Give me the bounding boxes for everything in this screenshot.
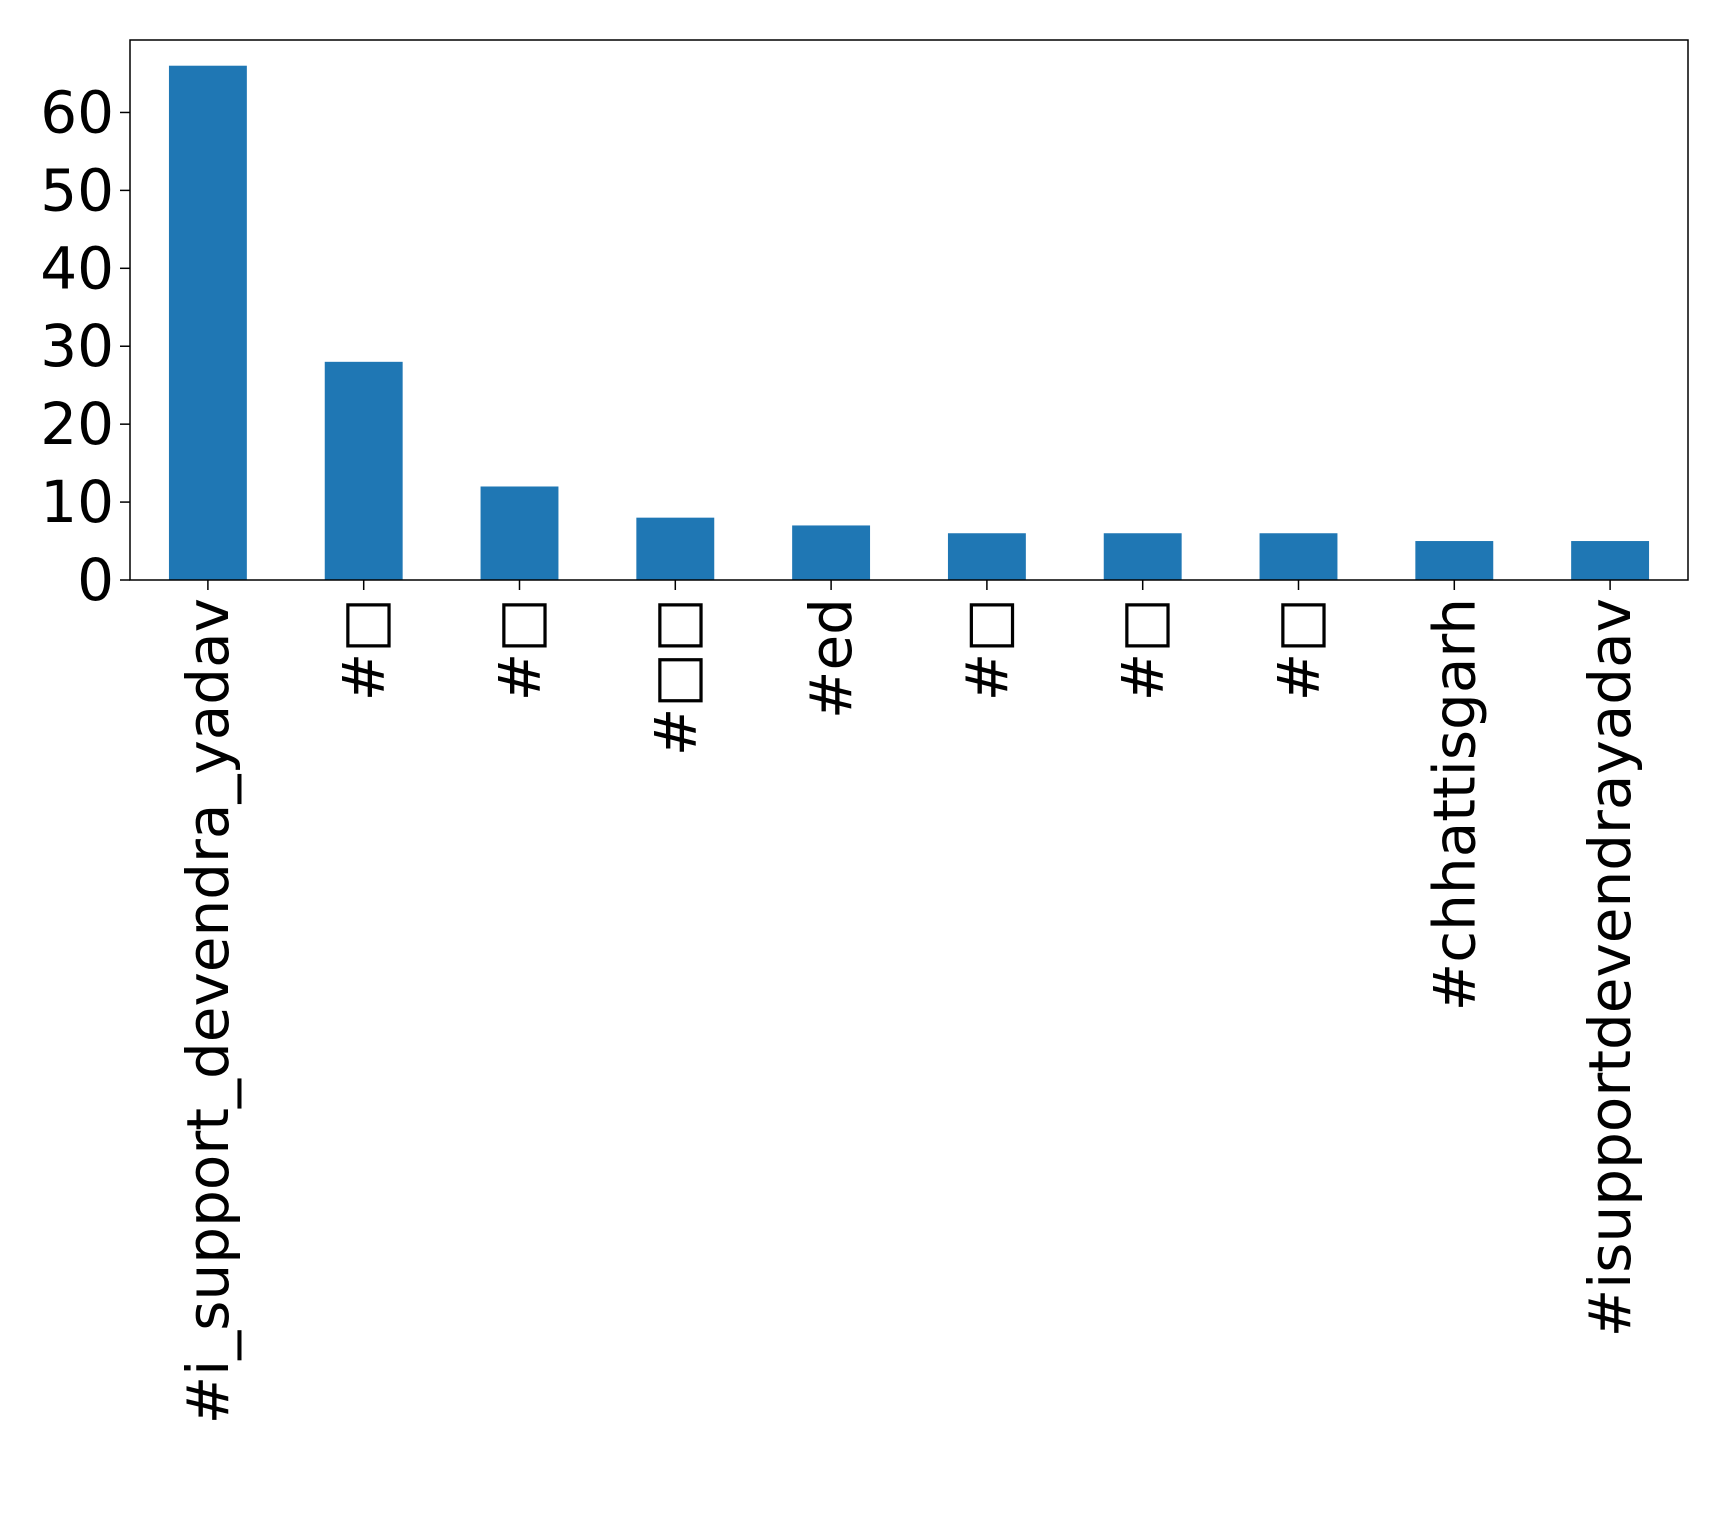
x-tick-label: #isupportdevendrayadav: [1576, 598, 1644, 1337]
bar-8: [1415, 541, 1494, 580]
x-tick-label: #□: [1109, 598, 1177, 701]
bar-1: [324, 361, 403, 580]
x-tick-label: #□: [953, 598, 1021, 701]
bar-3: [636, 517, 715, 580]
bar-6: [1103, 533, 1182, 580]
x-tick-label: #ed: [797, 598, 865, 719]
bars-layer: [168, 65, 1650, 580]
y-tick-label: 30: [40, 312, 114, 380]
bar-4: [792, 525, 871, 580]
y-tick-label: 10: [40, 468, 114, 536]
bar-5: [947, 533, 1026, 580]
y-tick-label: 0: [77, 546, 114, 614]
x-tick-label: #chhattisgarh: [1420, 598, 1488, 1011]
y-tick-label: 40: [40, 234, 114, 302]
bar-7: [1259, 533, 1338, 580]
bar-2: [480, 486, 559, 580]
x-tick-label: #i_support_devendra_yadav: [174, 598, 242, 1424]
plot-area-frame: [129, 39, 1689, 581]
y-tick-label: 20: [40, 390, 114, 458]
bar-0: [168, 65, 247, 580]
bar-9: [1571, 541, 1650, 580]
x-tick-label: #□: [1265, 598, 1333, 701]
y-axis: 0 10 20 30 40 50 60: [40, 78, 130, 614]
x-axis: #i_support_devendra_yadav #□ #□ #□□ #ed #□ #□ #…: [174, 580, 1644, 1424]
y-tick-label: 60: [40, 78, 114, 146]
x-tick-label: #□: [330, 598, 398, 701]
x-tick-label: #□: [486, 598, 554, 701]
x-tick-label: #□□: [641, 598, 709, 756]
y-tick-label: 50: [40, 156, 114, 224]
